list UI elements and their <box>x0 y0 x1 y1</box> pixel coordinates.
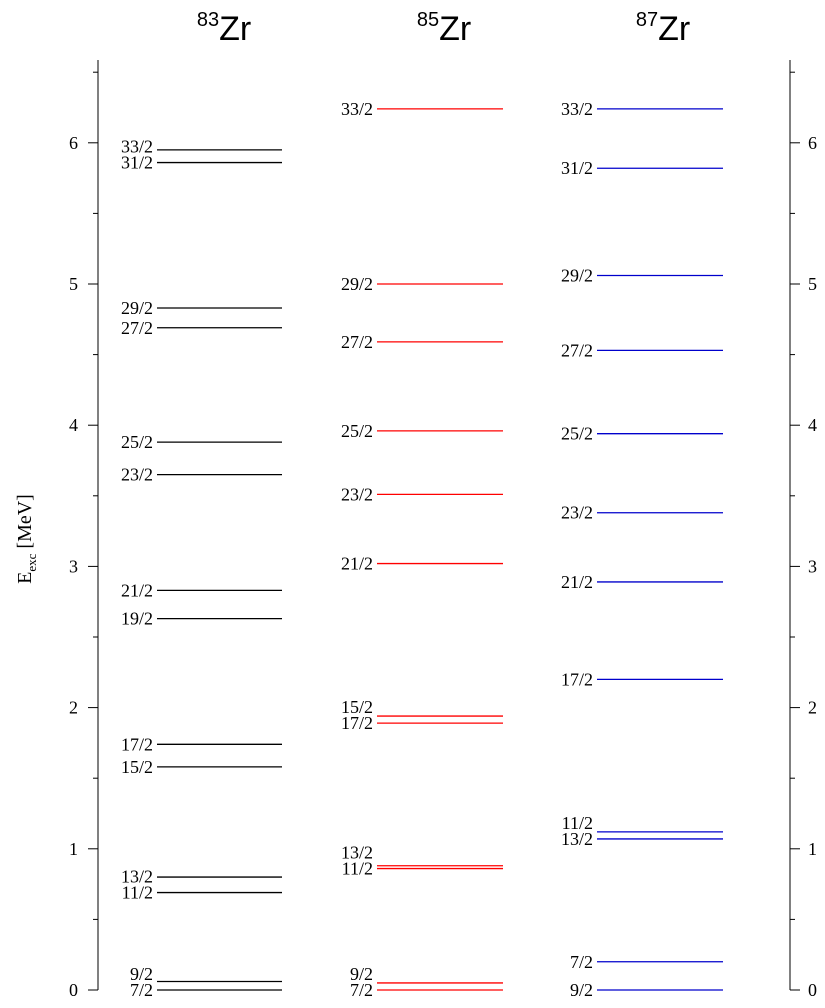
level-spin-label: 7/2 <box>130 980 153 1000</box>
level-spin-label: 9/2 <box>570 980 593 1000</box>
level-column-87: 9/2 7/2 13/211/2 17/2 21/2 23/2 25/2 27/2 29/2 31… <box>561 99 723 1000</box>
right-tick-label: 0 <box>808 980 817 1000</box>
right-tick-label: 2 <box>808 698 817 718</box>
level-spin-label: 29/2 <box>121 298 153 318</box>
left-tick-label: 1 <box>69 839 78 859</box>
level-spin-label: 9/2 <box>350 964 373 984</box>
nucleus-mass: 85 <box>417 9 439 31</box>
level-spin-label: 11/2 <box>342 859 373 879</box>
nucleus-mass: 83 <box>197 9 219 31</box>
level-spin-label: 33/2 <box>561 99 593 119</box>
left-tick-label: 4 <box>69 415 78 435</box>
left-tick-label: 3 <box>69 556 78 576</box>
nucleus-header: 85Zr <box>417 9 471 48</box>
y-axis-label: Eexc [MeV] <box>14 494 39 584</box>
left-tick-label: 5 <box>69 274 78 294</box>
level-spin-label: 13/2 <box>121 867 153 887</box>
level-spin-label: 17/2 <box>561 669 593 689</box>
level-spin-label: 33/2 <box>121 137 153 157</box>
nucleus-header: 83Zr <box>197 9 251 48</box>
level-spin-label: 15/2 <box>121 757 153 777</box>
level-spin-label: 23/2 <box>341 484 373 504</box>
level-spin-label: 27/2 <box>561 340 593 360</box>
level-column-83: 7/29/2 11/213/2 15/2 17/2 19/2 21/2 23/2 25/2 27… <box>121 137 282 1000</box>
nucleus-header: 87Zr <box>636 9 690 48</box>
level-spin-label: 25/2 <box>561 424 593 444</box>
level-spin-label: 17/2 <box>341 713 373 733</box>
right-tick-label: 3 <box>808 556 817 576</box>
energy-levels: 7/29/211/213/215/217/219/221/223/225/227… <box>121 99 723 1000</box>
y-axis-label-main: E <box>14 572 36 584</box>
level-spin-label: 33/2 <box>341 99 373 119</box>
right-tick-label: 4 <box>808 415 817 435</box>
level-spin-label: 13/2 <box>561 829 593 849</box>
level-spin-label: 25/2 <box>121 432 153 452</box>
level-spin-label: 7/2 <box>570 952 593 972</box>
level-spin-label: 11/2 <box>562 813 593 833</box>
level-spin-label: 29/2 <box>341 274 373 294</box>
level-spin-label: 31/2 <box>561 158 593 178</box>
level-spin-label: 21/2 <box>121 580 153 600</box>
level-spin-label: 11/2 <box>122 883 153 903</box>
level-spin-label: 7/2 <box>350 980 373 1000</box>
level-spin-label: 27/2 <box>341 332 373 352</box>
nucleus-mass: 87 <box>636 9 658 31</box>
level-spin-label: 23/2 <box>561 503 593 523</box>
right-tick-label: 6 <box>808 133 817 153</box>
axes-group: 0 0 1 1 2 2 3 3 4 4 5 5 6 6 <box>69 60 817 1000</box>
level-spin-label: 29/2 <box>561 266 593 286</box>
right-tick-label: 5 <box>808 274 817 294</box>
level-spin-label: 13/2 <box>341 843 373 863</box>
level-spin-label: 21/2 <box>341 554 373 574</box>
level-spin-label: 19/2 <box>121 609 153 629</box>
right-tick-label: 1 <box>808 839 817 859</box>
nucleus-headers: 83Zr 85Zr 87Zr <box>197 9 690 48</box>
level-spin-label: 25/2 <box>341 421 373 441</box>
level-spin-label: 21/2 <box>561 572 593 592</box>
y-axis-label-unit: [MeV] <box>14 494 36 553</box>
level-spin-label: 9/2 <box>130 964 153 984</box>
level-column-85: 7/29/2 11/213/2 17/215/2 21/2 23/2 25/2 27/2 29… <box>341 99 503 1000</box>
level-spin-label: 17/2 <box>121 734 153 754</box>
y-axis-label-sub: exc <box>24 553 39 571</box>
nucleus-element: Zr <box>439 10 471 48</box>
left-tick-label: 2 <box>69 698 78 718</box>
left-tick-label: 6 <box>69 133 78 153</box>
level-spin-label: 23/2 <box>121 465 153 485</box>
nucleus-element: Zr <box>658 10 690 48</box>
left-tick-label: 0 <box>69 980 78 1000</box>
level-spin-label: 15/2 <box>341 697 373 717</box>
nucleus-element: Zr <box>219 10 251 48</box>
level-spin-label: 27/2 <box>121 318 153 338</box>
level-spin-label: 31/2 <box>121 153 153 173</box>
